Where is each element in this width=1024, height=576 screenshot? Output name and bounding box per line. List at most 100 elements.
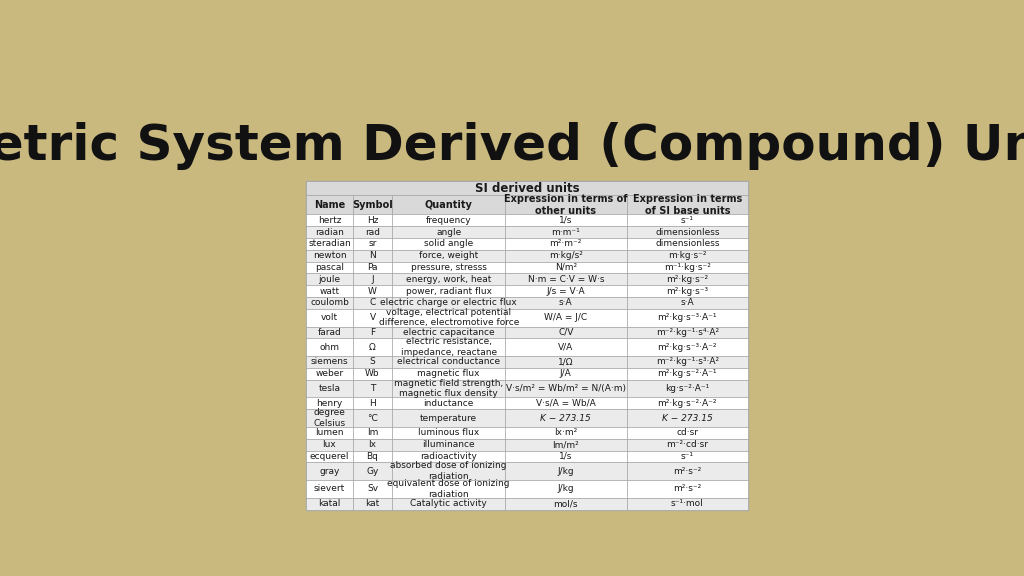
Bar <box>392 195 505 214</box>
Bar <box>352 368 392 380</box>
Bar <box>505 356 627 368</box>
Bar <box>352 450 392 463</box>
Bar <box>627 356 748 368</box>
Text: radioactivity: radioactivity <box>420 452 477 461</box>
Bar <box>505 274 627 285</box>
Text: temperature: temperature <box>420 414 477 423</box>
Bar <box>352 327 392 338</box>
Bar <box>306 238 352 250</box>
Text: henry: henry <box>316 399 343 408</box>
Bar <box>352 356 392 368</box>
Text: s⁻¹: s⁻¹ <box>681 452 693 461</box>
Text: m²·kg·s⁻³·A⁻²: m²·kg·s⁻³·A⁻² <box>657 343 717 352</box>
Bar <box>505 338 627 356</box>
Text: V·s/A = Wb/A: V·s/A = Wb/A <box>536 399 596 408</box>
Bar <box>352 397 392 409</box>
Bar <box>306 338 352 356</box>
Text: sr: sr <box>369 240 377 248</box>
Bar <box>505 439 627 450</box>
Bar <box>505 397 627 409</box>
Bar <box>352 238 392 250</box>
Bar <box>627 380 748 397</box>
Bar <box>392 439 505 450</box>
Text: C/V: C/V <box>558 328 573 337</box>
Bar <box>352 498 392 510</box>
Text: Wb: Wb <box>366 369 380 378</box>
Text: voltage, electrical potential
difference, electromotive force: voltage, electrical potential difference… <box>379 308 519 327</box>
Text: tesla: tesla <box>318 384 340 393</box>
Bar <box>627 285 748 297</box>
Text: joule: joule <box>318 275 341 284</box>
Text: V: V <box>370 313 376 322</box>
Text: sievert: sievert <box>313 484 345 494</box>
Text: lm/m²: lm/m² <box>552 440 580 449</box>
Bar <box>627 214 748 226</box>
Text: gray: gray <box>319 467 340 476</box>
Text: electric resistance,
impedance, reactane: electric resistance, impedance, reactane <box>400 338 497 357</box>
Text: m·m⁻¹: m·m⁻¹ <box>551 228 581 237</box>
Text: cd·sr: cd·sr <box>676 429 698 437</box>
Text: mol/s: mol/s <box>554 499 578 508</box>
Text: electrical conductance: electrical conductance <box>397 358 501 366</box>
Bar <box>627 450 748 463</box>
Bar <box>352 380 392 397</box>
Text: J/kg: J/kg <box>557 484 574 494</box>
Bar <box>306 380 352 397</box>
Bar <box>627 368 748 380</box>
Bar <box>505 285 627 297</box>
Text: Catalytic activity: Catalytic activity <box>411 499 487 508</box>
Bar <box>505 262 627 274</box>
Bar <box>306 309 352 327</box>
Bar <box>505 427 627 439</box>
Bar <box>392 309 505 327</box>
Bar <box>627 480 748 498</box>
Text: pascal: pascal <box>315 263 344 272</box>
Bar <box>392 214 505 226</box>
Text: electric capacitance: electric capacitance <box>402 328 495 337</box>
Bar <box>392 285 505 297</box>
Text: s·A: s·A <box>559 298 572 308</box>
Bar <box>306 463 352 480</box>
Bar <box>306 181 748 510</box>
Bar <box>352 338 392 356</box>
Bar <box>352 297 392 309</box>
Text: Expression in terms
of SI base units: Expression in terms of SI base units <box>633 194 741 215</box>
Bar <box>352 480 392 498</box>
Text: m·kg/s²: m·kg/s² <box>549 251 583 260</box>
Bar <box>306 297 352 309</box>
Bar <box>627 427 748 439</box>
Text: hertz: hertz <box>317 215 341 225</box>
Text: SI derived units: SI derived units <box>475 181 580 195</box>
Text: lx·m²: lx·m² <box>554 429 578 437</box>
Bar <box>392 427 505 439</box>
Bar <box>392 463 505 480</box>
Text: N/m²: N/m² <box>555 263 577 272</box>
Text: 1/s: 1/s <box>559 215 572 225</box>
Bar <box>627 250 748 262</box>
Bar <box>627 439 748 450</box>
Text: Sv: Sv <box>367 484 378 494</box>
Text: F: F <box>370 328 375 337</box>
Bar <box>505 498 627 510</box>
Text: siemens: siemens <box>310 358 348 366</box>
Bar <box>352 214 392 226</box>
Text: S: S <box>370 358 376 366</box>
Text: lm: lm <box>367 429 378 437</box>
Bar <box>306 450 352 463</box>
Text: force, weight: force, weight <box>419 251 478 260</box>
Bar <box>505 463 627 480</box>
Text: watt: watt <box>319 287 340 295</box>
Bar <box>627 238 748 250</box>
Bar <box>627 309 748 327</box>
Text: N: N <box>369 251 376 260</box>
Bar <box>627 498 748 510</box>
Text: H: H <box>369 399 376 408</box>
Text: J/A: J/A <box>560 369 571 378</box>
Bar <box>352 409 392 427</box>
Bar <box>392 480 505 498</box>
Text: radian: radian <box>315 228 344 237</box>
Bar <box>306 356 352 368</box>
Bar <box>352 195 392 214</box>
Text: s·A: s·A <box>680 298 694 308</box>
Text: s⁻¹·mol: s⁻¹·mol <box>671 499 703 508</box>
